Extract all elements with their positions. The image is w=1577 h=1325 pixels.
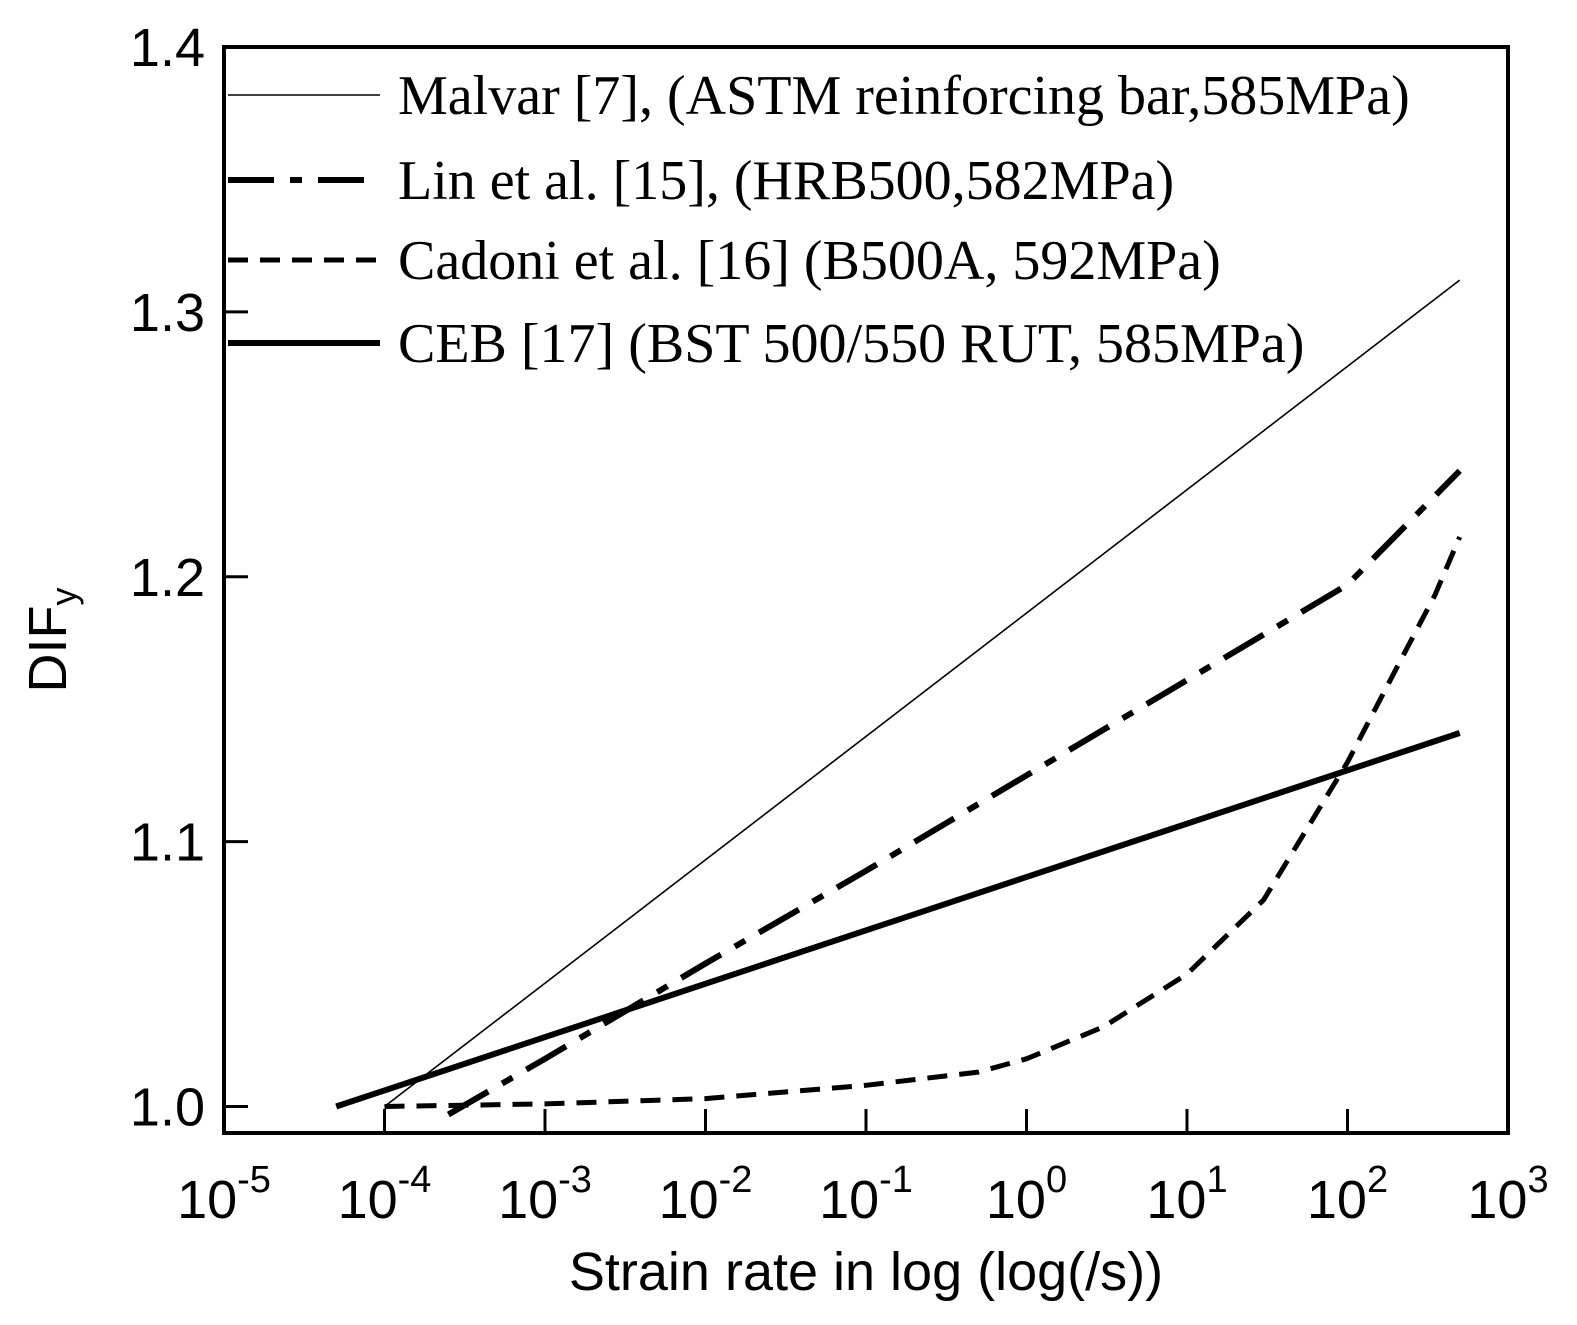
y-tick-label: 1.4 xyxy=(130,18,205,78)
y-axis-title-main: DIF xyxy=(18,606,78,693)
y-tick-label: 1.0 xyxy=(130,1078,205,1138)
legend-label-3: Cadoni et al. [16] (B500A, 592MPa) xyxy=(398,230,1221,292)
x-axis-title: Strain rate in log (log(/s)) xyxy=(569,1242,1163,1302)
legend-label-2: Lin et al. [15], (HRB500,582MPa) xyxy=(398,150,1174,212)
x-tick-label: 100 xyxy=(986,1159,1067,1230)
y-axis-ticks: 1.0 1.1 1.2 1.3 1.4 xyxy=(130,18,248,1138)
legend-label-4: CEB [17] (BST 500/550 RUT, 585MPa) xyxy=(398,313,1304,375)
series-line-2 xyxy=(446,468,1462,1118)
x-tick-label: 102 xyxy=(1307,1159,1388,1230)
y-tick-label: 1.1 xyxy=(130,813,205,873)
x-tick-label: 101 xyxy=(1146,1159,1227,1230)
y-axis-title: DIFy xyxy=(18,588,84,693)
plot-lines xyxy=(335,279,1462,1118)
series-line-4 xyxy=(335,730,1461,1110)
legend-label-1: Malvar [7], (ASTM reinforcing bar,585MPa… xyxy=(398,65,1410,127)
y-tick-label: 1.3 xyxy=(130,283,205,343)
x-axis-ticks: 10-5 10-4 10-3 10-2 10-1 100 101 102 103 xyxy=(177,1109,1549,1230)
x-tick-label: 10-3 xyxy=(498,1159,592,1230)
x-tick-label: 10-5 xyxy=(177,1159,271,1230)
x-tick-label: 10-4 xyxy=(338,1159,432,1230)
x-tick-label: 103 xyxy=(1467,1159,1548,1230)
x-tick-label: 10-1 xyxy=(819,1159,913,1230)
x-tick-label: 10-2 xyxy=(659,1159,753,1230)
y-axis-title-sub: y xyxy=(43,588,84,606)
series-line-1 xyxy=(384,279,1461,1108)
y-tick-label: 1.2 xyxy=(130,548,205,608)
legend: Malvar [7], (ASTM reinforcing bar,585MPa… xyxy=(228,65,1410,375)
series-line-3 xyxy=(384,536,1462,1109)
